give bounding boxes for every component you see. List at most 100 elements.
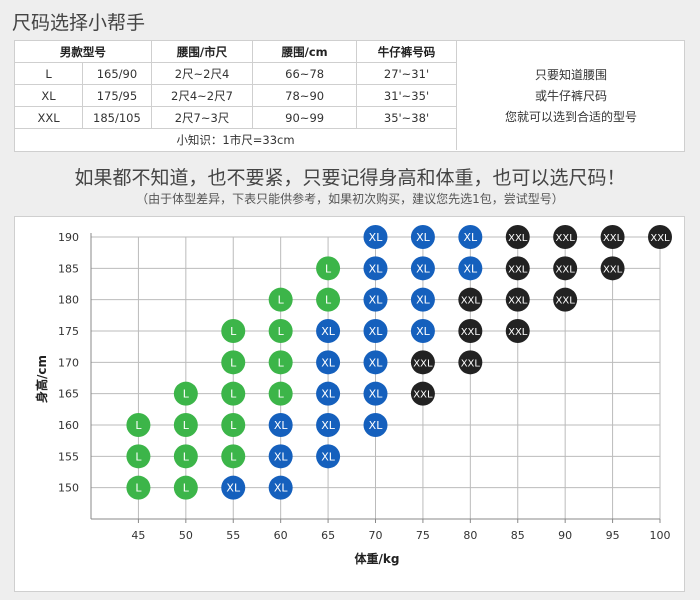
data-point-xxl (553, 256, 578, 281)
data-point-xl (268, 475, 293, 500)
data-point-label: XXL (603, 233, 623, 244)
x-tick-label: 100 (650, 529, 671, 542)
data-point-xxl (505, 287, 530, 312)
data-point-label: XL (369, 262, 384, 275)
data-point-xxl (410, 381, 435, 406)
table-row: L 165/90 2尺~2尺4 66~78 27'~31' (15, 62, 457, 85)
data-point-l (126, 444, 151, 469)
x-tick-label: 60 (274, 529, 288, 542)
data-point-xl (316, 319, 341, 343)
data-point-xxl (458, 287, 483, 312)
y-tick-label: 190 (58, 231, 79, 244)
data-point-l (268, 381, 293, 406)
data-point-xl (316, 444, 341, 469)
table-cell: XXL (15, 106, 84, 129)
data-point-xl (316, 381, 341, 406)
data-point-label: L (183, 388, 190, 401)
data-point-xl (458, 256, 483, 281)
data-point-xl (363, 225, 388, 249)
header-waist-shichi: 腰围/市尺 (151, 41, 254, 63)
chart-panel: 150 155 160 165 170 175 180 185 190 45 50 55 60 65 70 7… (14, 216, 685, 592)
table-cell: XL (15, 84, 84, 107)
data-point-label: XXL (556, 264, 576, 275)
data-point-l (221, 413, 246, 437)
data-point-xl (410, 319, 435, 343)
x-tick-label: 45 (131, 529, 145, 542)
data-point-label: XL (274, 450, 289, 463)
data-point-label: XXL (461, 358, 481, 369)
subheadline: （由于体型差异，下表只能供参考，如果初次购买，建议您先选1包，尝试型号） (136, 192, 564, 206)
data-point-label: L (278, 356, 285, 369)
size-table-panel: 男款型号 腰围/市尺 腰围/cm 牛仔裤号码 L 165/90 2尺~2尺4 6… (14, 40, 685, 152)
data-point-xl (363, 256, 388, 281)
data-point-label: L (183, 419, 190, 432)
header-waist-cm: 腰围/cm (252, 41, 357, 63)
data-point-label: XL (369, 231, 384, 244)
data-point-label: XXL (461, 327, 481, 338)
data-point-xxl (458, 319, 483, 343)
x-axis-title: 体重/kg (355, 551, 400, 566)
data-point-label: L (230, 388, 237, 401)
data-point-l (268, 287, 293, 312)
data-point-label: L (325, 262, 332, 275)
data-point-l (221, 350, 246, 375)
table-cell: 2尺7~3尺 (151, 106, 254, 129)
data-point-xxl (505, 256, 530, 281)
data-point-l (221, 319, 246, 343)
data-point-label: XXL (508, 327, 528, 338)
data-point-label: XL (463, 231, 478, 244)
data-point-l (316, 256, 341, 281)
data-point-label: XXL (650, 233, 670, 244)
side-note-line: 您就可以选到合适的型号 (504, 109, 637, 124)
table-cell: 78~90 (252, 84, 357, 107)
data-point-xl (268, 444, 293, 469)
data-point-label: L (230, 325, 237, 338)
data-point-xl (458, 225, 483, 249)
table-row: XXL 185/105 2尺7~3尺 90~99 35'~38' (15, 106, 457, 129)
data-point-xl (316, 413, 341, 437)
data-point-xxl (648, 225, 672, 249)
data-point-xl (363, 350, 388, 375)
y-axis-title: 身高/cm (34, 355, 49, 403)
data-point-label: XXL (413, 390, 433, 401)
table-row: XL 175/95 2尺4~2尺7 78~90 31'~35' (15, 84, 457, 107)
table-cell: 2尺4~2尺7 (151, 84, 254, 107)
x-tick-label: 70 (369, 529, 383, 542)
data-point-label: L (183, 450, 190, 463)
table-cell: 185/105 (82, 106, 152, 129)
y-tick-label: 180 (58, 294, 79, 307)
data-point-label: XL (416, 294, 431, 307)
table-cell: 2尺~2尺4 (151, 62, 254, 85)
data-point-label: XL (321, 356, 336, 369)
data-point-label: XL (416, 325, 431, 338)
x-tick-label: 50 (179, 529, 193, 542)
x-tick-label: 85 (511, 529, 525, 542)
data-point-l (126, 475, 151, 500)
data-point-label: L (278, 325, 285, 338)
data-point-label: XXL (508, 233, 528, 244)
data-point-label: XL (416, 231, 431, 244)
data-point-l (173, 413, 198, 437)
table-cell: 35'~38' (356, 106, 457, 129)
y-tick-label: 185 (58, 262, 79, 275)
table-cell: 90~99 (252, 106, 357, 129)
data-point-label: XL (369, 325, 384, 338)
y-tick-label: 170 (58, 356, 79, 369)
data-point-l (173, 381, 198, 406)
table-cell: 66~78 (252, 62, 357, 85)
data-point-label: L (230, 419, 237, 432)
data-point-xxl (505, 225, 530, 249)
data-point-xxl (553, 287, 578, 312)
data-point-label: XL (274, 419, 289, 432)
y-tick-label: 150 (58, 482, 79, 495)
data-point-label: XL (321, 388, 336, 401)
table-cell: 165/90 (82, 62, 152, 85)
data-point-label: XL (369, 294, 384, 307)
data-point-l (173, 444, 198, 469)
x-tick-label: 75 (416, 529, 430, 542)
data-point-l (221, 444, 246, 469)
header-jeans-size: 牛仔裤号码 (356, 41, 457, 63)
data-point-label: L (278, 294, 285, 307)
data-point-label: L (230, 356, 237, 369)
header-model: 男款型号 (15, 41, 152, 63)
